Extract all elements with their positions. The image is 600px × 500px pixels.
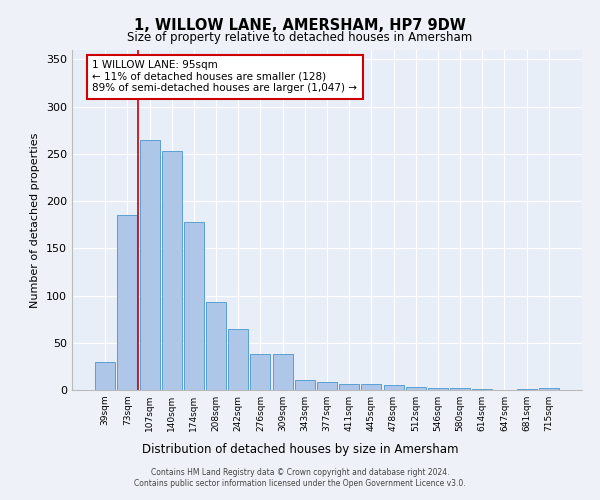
Bar [517, 389, 536, 390]
Text: 1 WILLOW LANE: 95sqm
← 11% of detached houses are smaller (128)
89% of semi-deta: 1 WILLOW LANE: 95sqm ← 11% of detached h… [92, 60, 358, 94]
Text: Distribution of detached houses by size in Amersham: Distribution of detached houses by size … [142, 442, 458, 456]
Text: Size of property relative to detached houses in Amersham: Size of property relative to detached ho… [127, 31, 473, 44]
Bar [295, 380, 315, 390]
Bar [383, 386, 404, 390]
Bar [162, 151, 182, 390]
Bar [428, 388, 448, 390]
Bar [184, 222, 204, 390]
Bar [450, 388, 470, 390]
Bar [339, 384, 359, 390]
Bar [361, 384, 382, 390]
Bar [206, 302, 226, 390]
Bar [250, 354, 271, 390]
Bar [228, 328, 248, 390]
Bar [406, 387, 426, 390]
Bar [118, 216, 137, 390]
Text: Contains HM Land Registry data © Crown copyright and database right 2024.
Contai: Contains HM Land Registry data © Crown c… [134, 468, 466, 487]
Y-axis label: Number of detached properties: Number of detached properties [31, 132, 40, 308]
Bar [472, 389, 492, 390]
Bar [95, 362, 115, 390]
Bar [317, 382, 337, 390]
Text: 1, WILLOW LANE, AMERSHAM, HP7 9DW: 1, WILLOW LANE, AMERSHAM, HP7 9DW [134, 18, 466, 32]
Bar [140, 140, 160, 390]
Bar [272, 354, 293, 390]
Bar [539, 388, 559, 390]
